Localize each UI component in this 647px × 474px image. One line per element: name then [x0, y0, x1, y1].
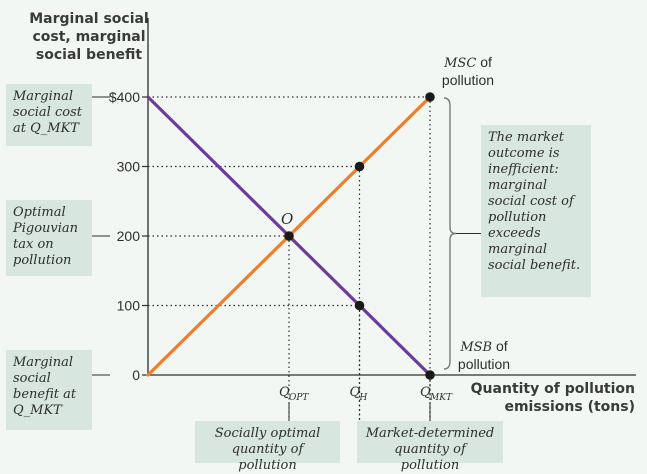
y-axis-title: Marginal social cost, marginal social be… [29, 11, 149, 63]
marker-point-4 [425, 370, 435, 380]
y-tick-label-300: 300 [117, 159, 141, 175]
brace-bracket [443, 97, 457, 370]
x-tick-sub-mkt: MKT [429, 393, 453, 403]
x-axis-title: Quantity of pollution emissions (tons) [470, 381, 635, 415]
annotation-socially-optimal: Socially optimal quantity of pollution [195, 421, 340, 473]
annotation-msc-at-qmkt: Marginal social cost at Q_MKT [6, 84, 92, 146]
y-tick-label-0: 0 [132, 367, 140, 383]
y-tick-label-400: $400 [109, 89, 140, 105]
marker-point-3 [425, 92, 435, 102]
annotation-market-inefficient-text: The market outcome is inefficient: margi… [488, 130, 581, 273]
annotation-msc-at-qmkt-text: Marginal social cost at Q_MKT [13, 89, 82, 136]
msb-label-rest: of pollution [457, 338, 511, 372]
msc-label-rest: of pollution [441, 54, 495, 88]
annotation-socially-optimal-text: Socially optimal quantity of pollution [214, 426, 321, 473]
annotation-market-inefficient: The market outcome is inefficient: margi… [481, 125, 591, 297]
annotation-msb-at-qmkt: Marginal social benefit at Q_MKT [6, 350, 92, 430]
x-tick-label-h: Q [350, 385, 361, 400]
annotation-market-determined: Market-determined quantity of pollution [357, 421, 503, 473]
annotation-pigouvian-tax: Optimal Pigouvian tax on pollution [6, 200, 92, 276]
annotation-msb-at-qmkt-text: Marginal social benefit at Q_MKT [13, 355, 77, 418]
x-tick-label-opt: Q [279, 385, 290, 400]
msb-curve-label: MSB of pollution [448, 338, 520, 373]
point-o-label: O [281, 210, 293, 228]
marker-point-1 [354, 161, 365, 172]
msc-label-abbr: MSC [444, 56, 477, 71]
annotation-market-determined-text: Market-determined quantity of pollution [365, 426, 495, 473]
x-tick-sub-opt: OPT [289, 393, 309, 403]
marker-point-2 [354, 300, 365, 311]
y-tick-label-100: 100 [117, 298, 141, 314]
x-tick-sub-h: H [359, 393, 368, 403]
annotation-pigouvian-tax-text: Optimal Pigouvian tax on pollution [13, 205, 79, 268]
msb-label-abbr: MSB [460, 340, 493, 355]
x-tick-label-mkt: Q [420, 385, 431, 400]
marker-point-0 [284, 231, 294, 241]
msc-curve-label: MSC of pollution [432, 54, 504, 89]
y-tick-label-200: 200 [117, 228, 141, 244]
